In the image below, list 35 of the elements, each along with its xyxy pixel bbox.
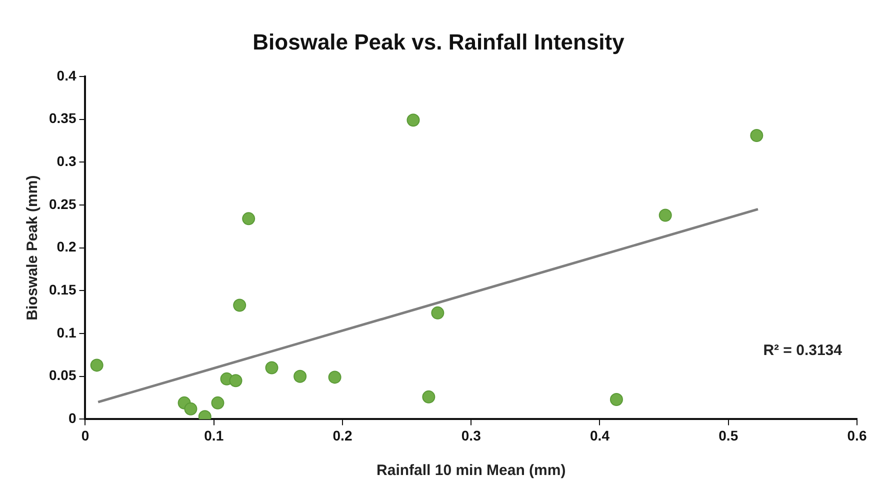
chart-title: Bioswale Peak vs. Rainfall Intensity (252, 29, 626, 54)
y-tick-label: 0.25 (49, 196, 76, 212)
point (242, 212, 256, 226)
point (294, 370, 307, 383)
point (233, 298, 246, 312)
y-tick-label: 0.4 (56, 67, 76, 84)
point (328, 370, 342, 384)
point (406, 114, 420, 127)
point (750, 129, 764, 142)
point (610, 392, 623, 406)
x-tick-label: 0 (81, 427, 90, 444)
point (422, 390, 436, 404)
point (90, 358, 104, 372)
x-tick-label: 0.5 (718, 427, 738, 444)
y-tick-label: 0.2 (56, 238, 76, 255)
y-tick-label: 0.1 (56, 324, 76, 340)
y-tick-label: 0.35 (49, 110, 76, 126)
x-tick-label: 0.1 (204, 427, 224, 444)
y-tick-label: 0 (68, 410, 76, 426)
x-tick-label: 0.2 (332, 427, 352, 444)
point (229, 374, 242, 388)
point (431, 306, 444, 320)
point (184, 402, 198, 416)
y-axis-title: Bioswale Peak (mm) (24, 175, 42, 320)
point (265, 361, 278, 374)
x-tick-label: 0.6 (847, 427, 867, 444)
y-tick-label: 0.3 (56, 152, 76, 169)
annotation: R² = 0.3134 (763, 342, 843, 359)
y-tick-label: 0.05 (49, 367, 76, 384)
point (658, 208, 672, 222)
x-tick-label: 0.3 (461, 427, 482, 444)
point (211, 396, 224, 410)
x-axis-title: Rainfall 10 min Mean (mm) (376, 462, 566, 480)
x-tick-label: 0.4 (590, 427, 610, 444)
y-tick-label: 0.15 (49, 282, 76, 298)
